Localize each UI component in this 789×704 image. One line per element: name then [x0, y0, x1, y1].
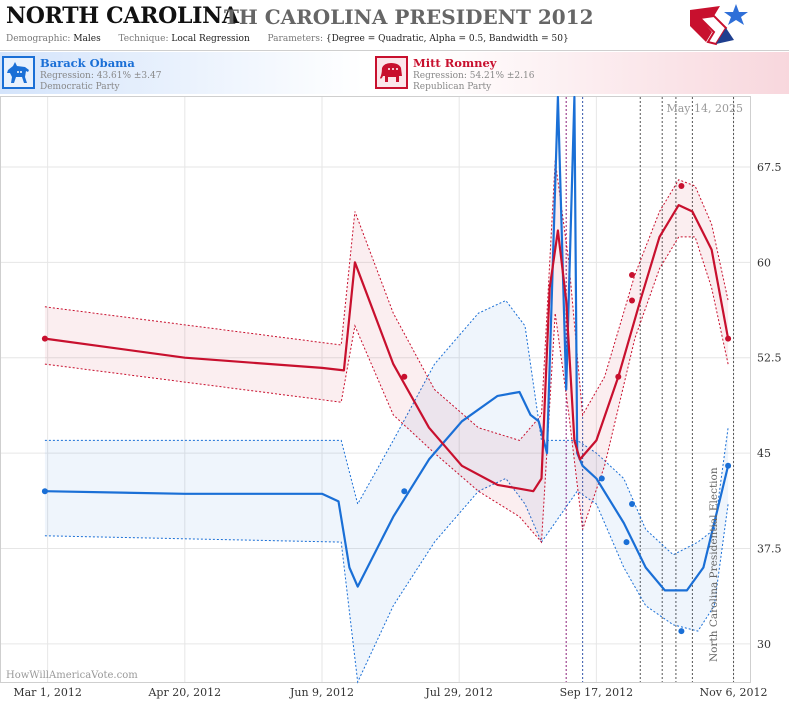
poll-point-romney: [629, 272, 635, 278]
poll-point-obama: [629, 501, 635, 507]
poll-point-obama: [401, 488, 408, 495]
poll-point-romney: [401, 373, 408, 380]
candidate-name: Mitt Romney: [413, 56, 497, 70]
technique-value: Local Regression: [171, 34, 250, 44]
parameters-line: Demographic: Males Technique: Local Regr…: [6, 34, 569, 44]
y-tick-label: 67.5: [757, 161, 782, 174]
x-tick-label: Mar 1, 2012: [13, 686, 82, 699]
y-axis: 30 37.5 45 52.5 60 67.5: [757, 161, 782, 651]
poll-point-obama: [598, 475, 605, 482]
event-lines: [565, 97, 735, 682]
band-upper-obama: [44, 299, 729, 556]
y-tick-label: 30: [757, 638, 771, 651]
election-label: North Carolina Presidential Election: [708, 467, 720, 662]
site-logo-icon[interactable]: [686, 2, 750, 48]
trend-lines: [44, 96, 730, 592]
regression-chart: 30 37.5 45 52.5 60 67.5 Mar 1, 2012 Apr 20, 20…: [0, 96, 782, 699]
demographic-value: Males: [73, 34, 101, 44]
x-tick-label: Apr 20, 2012: [147, 686, 221, 699]
poll-point-obama: [725, 462, 732, 469]
plot-frame: [0, 96, 751, 683]
poll-point-obama: [678, 628, 685, 635]
header: NORTH CAROLINA TH CAROLINA PRESIDENT 201…: [0, 0, 789, 51]
site-credit: HowWillAmericaVote.com: [6, 670, 138, 681]
poll-point-romney: [615, 373, 622, 380]
parameters-value: {Degree = Quadratic, Alpha = 0.5, Bandwi…: [325, 34, 569, 44]
demographic-label: Demographic:: [6, 34, 71, 44]
elephant-icon: [375, 56, 408, 89]
donkey-icon: [2, 56, 35, 89]
band-fill-obama: [44, 300, 729, 682]
confidence-bands: [44, 160, 729, 684]
page-title: NORTH CAROLINA: [6, 3, 239, 29]
band-fill-romney: [44, 160, 729, 543]
race-title: TH CAROLINA PRESIDENT 2012: [224, 5, 594, 29]
poll-point-romney: [41, 335, 48, 342]
candidate-party: Democratic Party: [40, 82, 120, 92]
x-axis: Mar 1, 2012 Apr 20, 2012 Jun 9, 2012 Jul 29…: [13, 686, 767, 699]
candidate-party: Republican Party: [413, 82, 492, 92]
x-tick-label: Jul 29, 2012: [424, 686, 493, 699]
poll-points: [41, 183, 732, 635]
technique-label: Technique:: [118, 34, 169, 44]
y-tick-label: 45: [757, 447, 771, 460]
trend-line-romney: [44, 204, 730, 493]
candidate-regression: Regression: 54.21% ±2.16: [413, 71, 535, 81]
date-label: May 14, 2025: [666, 102, 743, 115]
poll-point-romney: [629, 297, 635, 304]
candidate-bar: Barack Obama Regression: 43.61% ±3.47 De…: [0, 52, 789, 94]
poll-point-obama: [41, 488, 48, 495]
poll-point-romney: [678, 183, 685, 189]
band-lower-romney: [44, 236, 729, 544]
x-tick-label: Jun 9, 2012: [289, 686, 354, 699]
y-tick-label: 52.5: [757, 352, 782, 365]
candidate-regression: Regression: 43.61% ±3.47: [40, 71, 162, 81]
y-tick-label: 37.5: [757, 542, 782, 555]
x-tick-label: Nov 6, 2012: [700, 686, 768, 699]
x-tick-label: Sep 17, 2012: [560, 686, 634, 699]
candidate-name: Barack Obama: [40, 56, 135, 70]
y-tick-label: 60: [757, 256, 771, 269]
parameters-label: Parameters:: [267, 34, 323, 44]
poll-point-romney: [725, 335, 732, 342]
poll-point-obama: [623, 539, 630, 546]
